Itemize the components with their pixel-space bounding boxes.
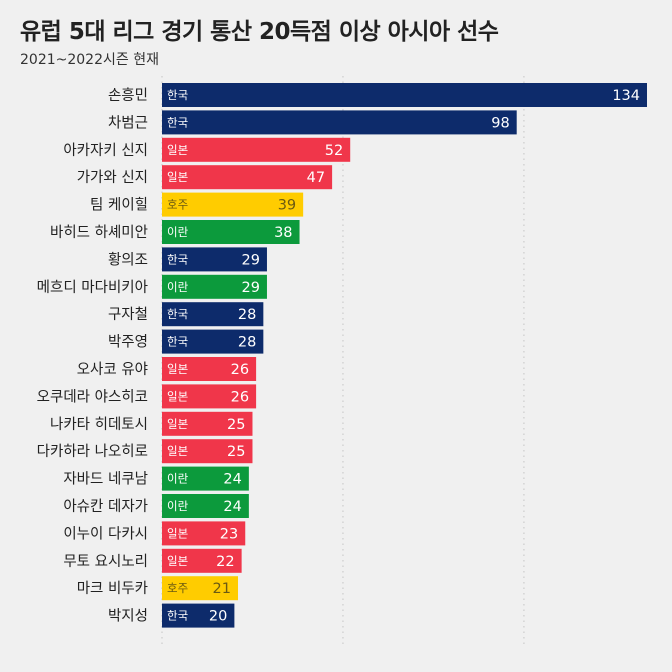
data-label: 98 — [491, 115, 509, 131]
country-label: 한국 — [167, 88, 188, 102]
data-label: 23 — [220, 526, 238, 542]
category-label: 이누이 다카시 — [63, 525, 148, 542]
bar — [162, 302, 264, 327]
country-label: 일본 — [167, 143, 188, 157]
category-label: 박주영 — [108, 334, 148, 351]
bar — [162, 329, 264, 354]
bar — [162, 384, 257, 409]
bar — [162, 247, 267, 272]
data-label: 39 — [278, 198, 296, 214]
data-label: 20 — [209, 609, 227, 625]
bar — [162, 439, 253, 464]
data-label: 25 — [227, 444, 245, 460]
data-label: 24 — [223, 472, 241, 488]
data-label: 52 — [325, 143, 343, 159]
category-label: 메흐디 마다비키아 — [37, 279, 148, 296]
country-label: 일본 — [167, 417, 188, 431]
country-label: 이란 — [167, 499, 189, 513]
bar — [162, 83, 647, 107]
category-label: 나카타 히데토시 — [50, 416, 148, 433]
bar — [162, 494, 249, 518]
data-label: 29 — [242, 280, 260, 296]
chart-subtitle: 2021~2022시즌 현재 — [20, 52, 159, 68]
bar — [162, 411, 253, 436]
category-label: 아카자키 신지 — [63, 142, 148, 159]
bar — [162, 521, 246, 546]
country-label: 한국 — [167, 115, 188, 129]
category-label: 아슈칸 데자가 — [63, 498, 148, 515]
data-label: 29 — [242, 252, 260, 268]
data-label: 26 — [231, 362, 249, 378]
category-label: 바히드 하셰미안 — [50, 224, 148, 241]
country-label: 호주 — [167, 581, 188, 595]
country-label: 호주 — [167, 198, 188, 212]
country-label: 한국 — [167, 307, 188, 321]
bar — [162, 466, 249, 491]
data-label: 25 — [227, 417, 245, 433]
bar — [162, 137, 351, 162]
country-label: 일본 — [167, 170, 188, 184]
country-label: 한국 — [167, 252, 188, 266]
bar — [162, 192, 304, 217]
country-label: 일본 — [167, 362, 188, 376]
data-label: 21 — [213, 581, 231, 597]
data-label: 26 — [231, 389, 249, 405]
category-label: 차범근 — [108, 114, 148, 131]
category-label: 다카하라 나오히로 — [37, 443, 148, 460]
bar — [162, 548, 242, 573]
country-label: 한국 — [167, 609, 188, 623]
data-label: 38 — [274, 225, 292, 241]
category-label: 마크 비두카 — [77, 580, 148, 597]
category-label: 팀 케이힐 — [90, 197, 148, 214]
chart-title: 유럽 5대 리그 경기 통산 20득점 이상 아시아 선수 — [20, 19, 499, 45]
bar — [162, 110, 517, 135]
country-label: 일본 — [167, 389, 188, 403]
data-label: 22 — [216, 554, 234, 570]
country-label: 일본 — [167, 526, 188, 540]
country-label: 이란 — [167, 472, 189, 486]
data-label: 28 — [238, 307, 256, 323]
bar — [162, 576, 239, 601]
data-label: 134 — [612, 88, 640, 104]
category-label: 가가와 신지 — [77, 169, 148, 186]
category-label: 오사코 유야 — [77, 361, 148, 378]
bar — [162, 165, 333, 190]
country-label: 한국 — [167, 335, 188, 349]
country-label: 이란 — [167, 280, 189, 294]
category-label: 무토 요시노리 — [63, 553, 148, 570]
data-label: 47 — [307, 170, 325, 186]
category-label: 구자철 — [108, 306, 148, 323]
bar — [162, 357, 257, 381]
data-label: 24 — [223, 499, 241, 515]
bar — [162, 274, 267, 299]
category-label: 박지성 — [108, 608, 148, 625]
category-label: 자바드 네쿠남 — [63, 471, 148, 488]
country-label: 일본 — [167, 554, 188, 568]
bar — [162, 603, 235, 628]
category-label: 오쿠데라 야스히코 — [37, 388, 148, 405]
country-label: 이란 — [167, 225, 189, 239]
bar — [162, 220, 300, 244]
country-label: 일본 — [167, 444, 188, 458]
category-label: 황의조 — [108, 251, 148, 268]
data-label: 28 — [238, 335, 256, 351]
category-label: 손흥민 — [108, 86, 148, 104]
